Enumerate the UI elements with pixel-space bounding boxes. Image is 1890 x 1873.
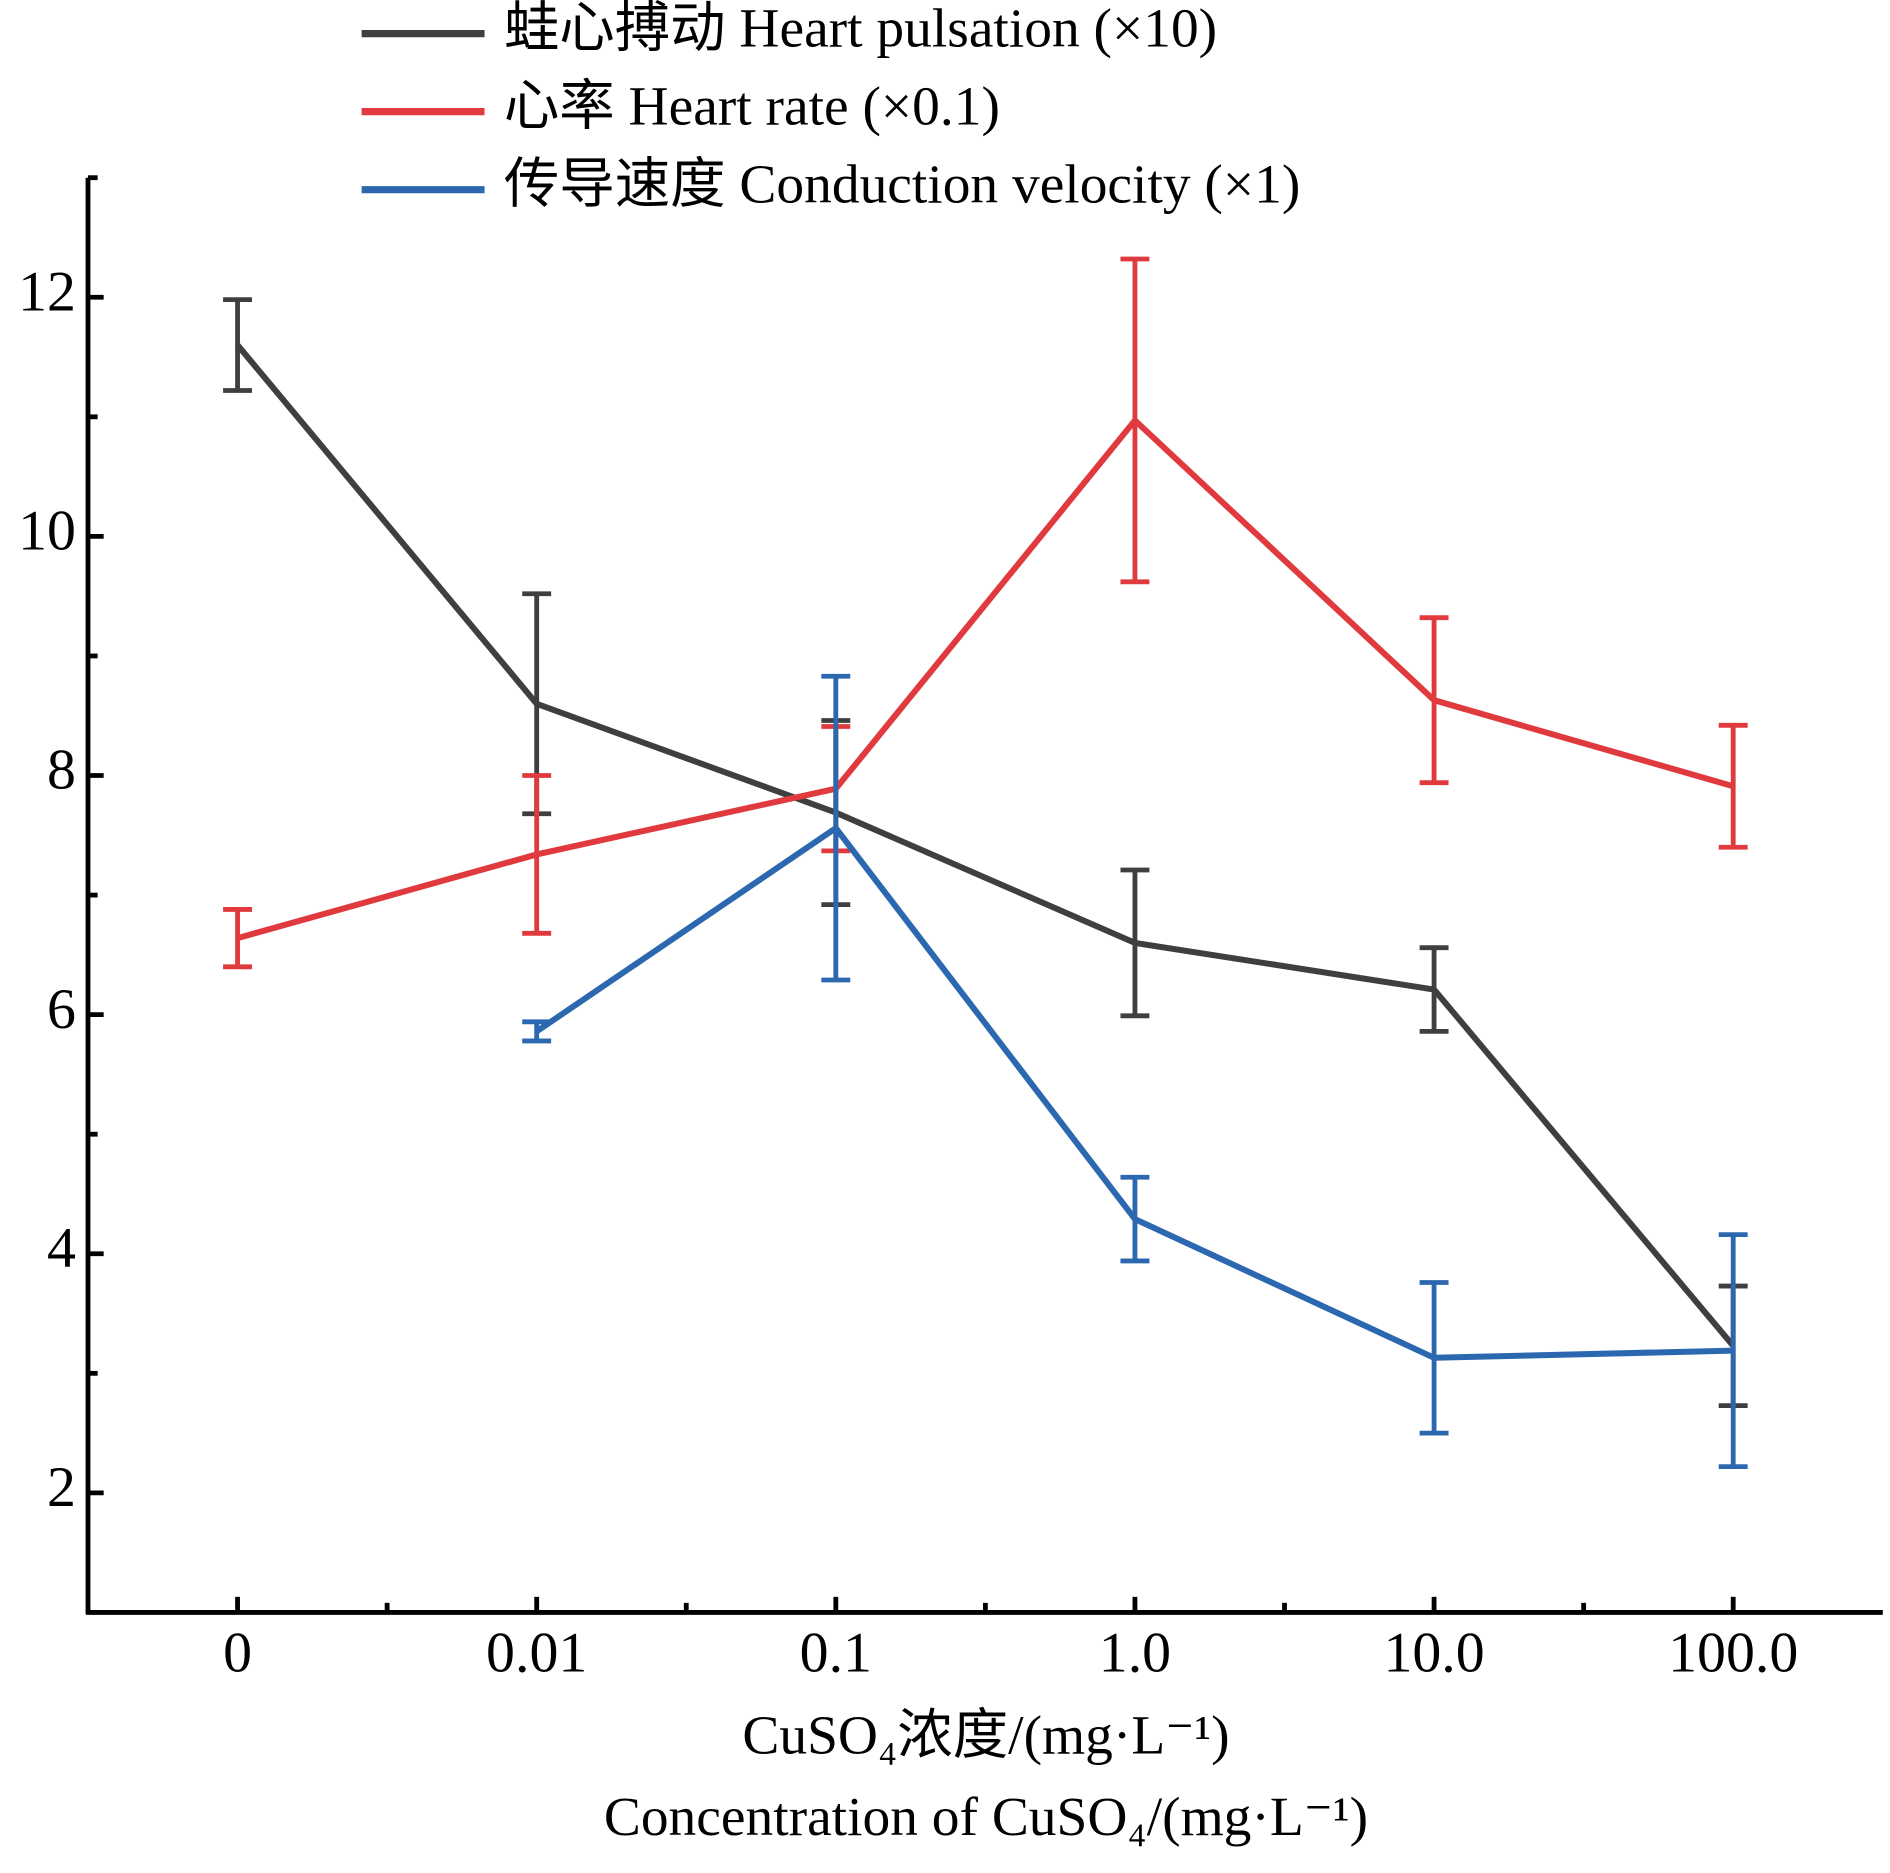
x-tick-label: 1.0 (1099, 1621, 1171, 1684)
error-bar (223, 907, 253, 970)
x-tick-label: 0 (223, 1621, 252, 1684)
legend-label: 蛙心搏动 Heart pulsation (×10) (504, 0, 1217, 58)
x-tick-label: 100.0 (1668, 1621, 1798, 1684)
series-line (235, 343, 1736, 1348)
x-axis-title: CuSO₄浓度/(mg·L⁻¹) (742, 1705, 1229, 1766)
series-line (236, 417, 1735, 942)
y-tick-label: 10 (18, 500, 76, 563)
x-axis-title: Concentration of CuSO₄/(mg·L⁻¹) (604, 1786, 1368, 1847)
series-line (534, 825, 1734, 1361)
x-tick-label: 10.0 (1383, 1621, 1484, 1684)
legend-label: 传导速度 Conduction velocity (×1) (504, 153, 1300, 214)
x-tick-label: 0.1 (800, 1621, 872, 1684)
error-bar (1718, 1232, 1748, 1469)
y-tick-label: 8 (47, 739, 76, 802)
y-tick-label: 6 (47, 978, 76, 1041)
legend-label: 心率 Heart rate (×0.1) (504, 75, 1000, 136)
error-bar (1718, 722, 1748, 850)
x-tick-label: 0.01 (486, 1621, 587, 1684)
y-tick-label: 4 (47, 1217, 76, 1280)
y-tick-label: 2 (47, 1456, 76, 1519)
y-tick-label: 12 (18, 261, 76, 324)
error-bar (223, 297, 253, 393)
